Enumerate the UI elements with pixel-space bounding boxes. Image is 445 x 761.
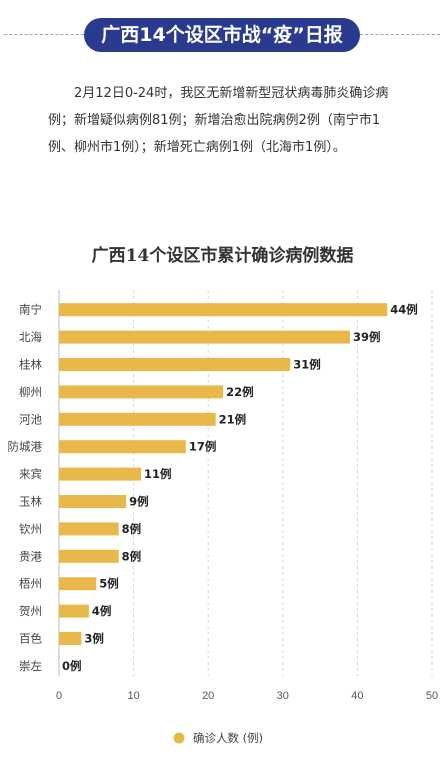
y-tick-label: 北海: [19, 330, 42, 344]
report-header: 广西14个设区市战“疫”日报: [0, 18, 445, 52]
bar: [59, 303, 388, 317]
data-label: 4例: [92, 604, 112, 618]
y-tick-label: 桂林: [19, 358, 42, 372]
daily-summary: 2月12日0-24时，我区无新增新型冠状病毒肺炎确诊病例；新增疑似病例81例；新…: [48, 80, 400, 161]
y-tick-label: 防城港: [8, 440, 43, 454]
data-label: 3例: [84, 632, 104, 646]
data-label: 44例: [390, 303, 418, 317]
report-title: 广西14个设区市战“疫”日报: [84, 18, 360, 52]
bar: [59, 412, 216, 426]
data-label: 8例: [122, 549, 142, 563]
y-tick-label: 崇左: [19, 659, 42, 673]
y-tick-label: 河池: [19, 412, 42, 426]
data-label: 17例: [189, 440, 217, 454]
y-tick-label: 来宾: [19, 467, 42, 481]
bar: [59, 549, 119, 563]
x-tick-label: 40: [351, 690, 363, 702]
y-tick-label: 梧州: [19, 577, 42, 591]
bar: [59, 632, 82, 645]
data-label: 11例: [144, 467, 172, 481]
x-tick-label: 30: [277, 690, 289, 702]
bar: [59, 522, 119, 536]
legend-marker: [173, 732, 185, 744]
data-label: 8例: [122, 522, 142, 536]
bar: [59, 577, 97, 591]
data-label: 0例: [62, 659, 82, 673]
data-label: 9例: [129, 495, 149, 509]
data-label: 39例: [353, 330, 381, 344]
data-label: 21例: [219, 412, 247, 426]
bar: [59, 358, 291, 371]
x-tick-label: 10: [127, 690, 139, 702]
header-divider-right: [360, 34, 440, 35]
chart-title: 广西14个设区市累计确诊病例数据: [91, 246, 354, 266]
y-tick-label: 贺州: [19, 604, 42, 618]
data-label: 5例: [99, 577, 119, 591]
daily-summary-text: 2月12日0-24时，我区无新增新型冠状病毒肺炎确诊病例；新增疑似病例81例；新…: [48, 86, 389, 155]
bar: [59, 495, 127, 508]
data-label: 31例: [293, 358, 321, 372]
bar: [59, 330, 350, 344]
y-tick-label: 玉林: [19, 495, 42, 509]
y-tick-label: 柳州: [19, 385, 42, 399]
bar: [59, 440, 186, 454]
bar: [59, 604, 89, 618]
y-tick-label: 百色: [19, 632, 42, 646]
bar: [59, 385, 224, 399]
x-tick-label: 50: [426, 690, 438, 702]
x-tick-label: 20: [202, 690, 214, 702]
legend-label: 确诊人数 (例): [193, 731, 263, 745]
header-divider-left: [4, 34, 84, 35]
y-tick-label: 钦州: [19, 522, 42, 536]
x-tick-label: 0: [56, 690, 62, 702]
data-label: 22例: [226, 385, 254, 399]
y-tick-label: 贵港: [19, 549, 42, 563]
bar: [59, 467, 142, 481]
y-tick-label: 南宁: [19, 303, 42, 317]
